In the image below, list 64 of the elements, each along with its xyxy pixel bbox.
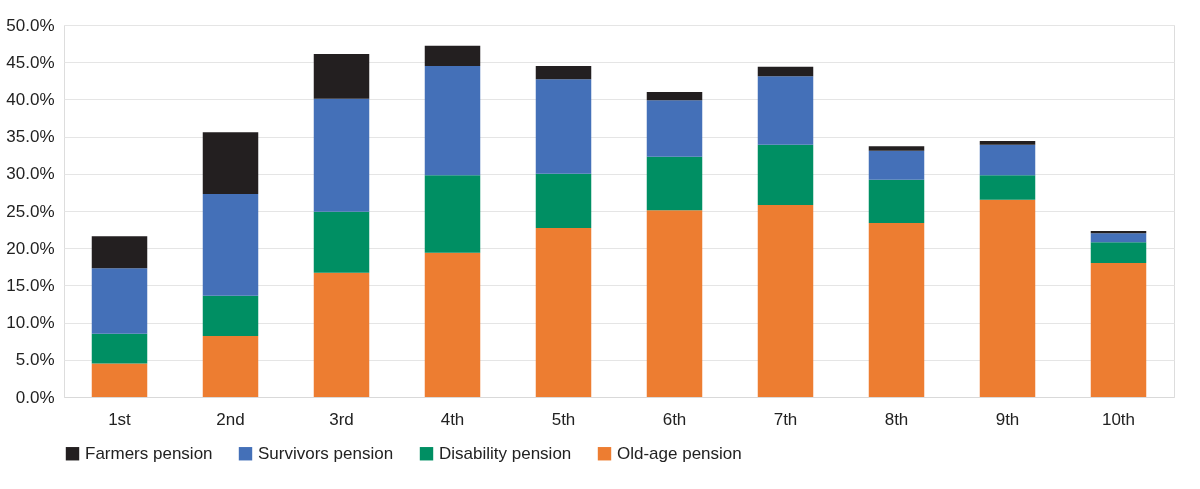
bar bbox=[202, 132, 259, 194]
bar bbox=[424, 45, 481, 66]
bar bbox=[535, 65, 592, 80]
bar bbox=[646, 91, 703, 101]
y-tick-label: 50.0% bbox=[6, 15, 55, 35]
x-tick-label: 4th bbox=[440, 409, 465, 429]
legend-label: Farmers pension bbox=[85, 443, 213, 463]
bar bbox=[91, 333, 148, 364]
x-tick-label: 6th bbox=[662, 409, 687, 429]
y-tick-label: 35.0% bbox=[6, 127, 55, 147]
y-tick-label: 20.0% bbox=[6, 238, 55, 258]
bar bbox=[535, 173, 592, 229]
x-tick-label: 8th bbox=[884, 409, 909, 429]
bar bbox=[979, 144, 1036, 176]
bar bbox=[202, 295, 259, 336]
x-tick-label: 2nd bbox=[216, 409, 245, 429]
bar bbox=[535, 79, 592, 174]
bar bbox=[868, 222, 925, 397]
bar bbox=[91, 236, 148, 269]
legend-label: Disability pension bbox=[439, 443, 572, 463]
bar bbox=[979, 175, 1036, 200]
bar bbox=[757, 144, 814, 206]
x-tick-label: 3rd bbox=[329, 409, 354, 429]
x-tick-label: 7th bbox=[773, 409, 798, 429]
y-tick-label: 0.0% bbox=[15, 387, 55, 407]
bar bbox=[757, 66, 814, 77]
bar bbox=[868, 146, 925, 151]
y-tick-label: 40.0% bbox=[6, 89, 55, 109]
bar bbox=[424, 252, 481, 397]
bar bbox=[646, 100, 703, 157]
bar bbox=[1090, 263, 1147, 397]
bar bbox=[979, 141, 1036, 145]
y-tick-label: 25.0% bbox=[6, 201, 55, 221]
bar bbox=[313, 211, 370, 273]
bar bbox=[202, 335, 259, 397]
y-tick-label: 5.0% bbox=[15, 350, 55, 370]
bar bbox=[646, 156, 703, 211]
y-tick-label: 10.0% bbox=[6, 313, 55, 333]
bar bbox=[91, 268, 148, 334]
bar bbox=[313, 54, 370, 99]
bar bbox=[91, 363, 148, 397]
bar bbox=[979, 199, 1036, 397]
bar bbox=[424, 65, 481, 176]
bar bbox=[535, 228, 592, 397]
x-tick-label: 1st bbox=[108, 409, 132, 429]
y-tick-label: 30.0% bbox=[6, 164, 55, 184]
bar bbox=[313, 98, 370, 212]
legend-label: Old-age pension bbox=[617, 443, 742, 463]
bar bbox=[202, 193, 259, 296]
bar bbox=[1090, 233, 1147, 243]
x-tick-label: 5th bbox=[551, 409, 576, 429]
y-tick-label: 45.0% bbox=[6, 52, 55, 72]
x-tick-label: 9th bbox=[995, 409, 1020, 429]
bar bbox=[1090, 242, 1147, 264]
bar bbox=[868, 179, 925, 223]
bar bbox=[757, 76, 814, 145]
bar bbox=[313, 272, 370, 397]
y-tick-label: 15.0% bbox=[6, 275, 55, 295]
bar bbox=[757, 205, 814, 397]
x-tick-label: 10th bbox=[1101, 409, 1136, 429]
bar bbox=[646, 210, 703, 397]
legend-label: Survivors pension bbox=[258, 443, 394, 463]
bar bbox=[424, 175, 481, 253]
bar bbox=[868, 150, 925, 180]
